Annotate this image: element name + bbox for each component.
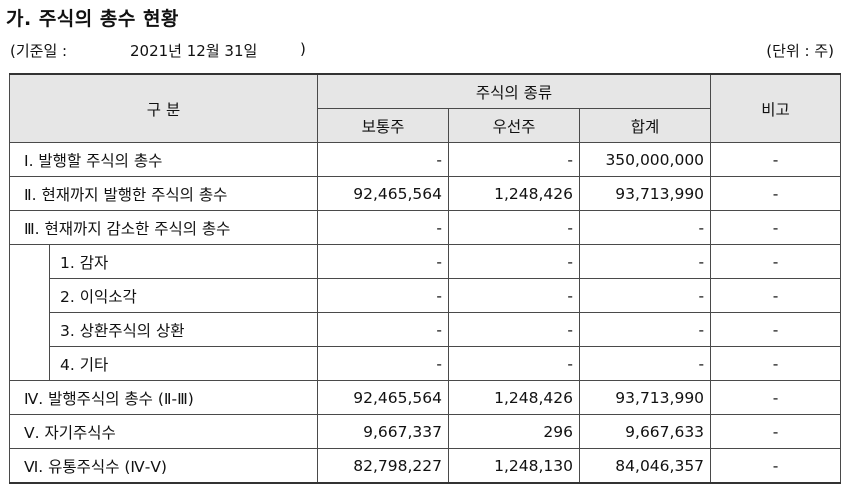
cell-preferred: - [448,142,581,177]
cell-remarks: - [710,142,842,177]
table-row: 1. 감자 - - - - [9,244,842,381]
row-label: 4. 기타 [48,346,319,381]
cell-remarks: - [710,244,842,279]
cell-common: 82,798,227 [317,448,450,484]
cell-preferred: 1,248,426 [448,176,581,211]
cell-preferred: 296 [448,414,581,449]
cell-total: 350,000,000 [579,142,712,177]
cell-total: - [579,346,712,381]
base-date-label: (기준일 : [10,42,68,60]
row-label: 1. 감자 [48,244,319,279]
row-label: Ⅵ. 유통주식수 (Ⅳ-Ⅴ) [8,448,319,484]
row-label: 2. 이익소각 [48,278,319,313]
cell-total: - [579,244,712,279]
table-row: Ⅵ. 유통주식수 (Ⅳ-Ⅴ) 82,798,227 1,248,130 84,0… [8,448,842,484]
table-row: Ⅴ. 자기주식수 9,667,337 296 9,667,633 - [8,414,842,449]
cell-total: - [579,278,712,313]
cell-total: - [579,210,712,245]
cell-remarks: - [710,176,842,211]
cell-preferred: 1,248,130 [448,448,581,484]
cell-common: - [317,312,450,347]
row-label: 3. 상환주식의 상환 [48,312,319,347]
cell-preferred: 1,248,426 [448,380,581,415]
meta-row: (기준일 : 2021년 12월 31일 ) (단위 : 주) [0,40,858,62]
cell-total: 93,713,990 [579,380,712,415]
cell-common: - [317,210,450,245]
cell-preferred: - [448,278,581,313]
sub-indent-cell [9,244,50,381]
cell-remarks: - [710,380,842,415]
table-row: Ⅱ. 현재까지 발행한 주식의 총수 92,465,564 1,248,426 … [8,176,842,211]
cell-common: 92,465,564 [317,380,450,415]
cell-common: - [317,142,450,177]
cell-total: 84,046,357 [579,448,712,484]
row-label: Ⅳ. 발행주식의 총수 (Ⅱ-Ⅲ) [8,380,319,415]
table-row: 3. 상환주식의 상환 - - - - [10,312,842,347]
cell-preferred: - [448,244,581,279]
table-row: 4. 기타 - - - - [10,346,842,381]
cell-common: 92,465,564 [317,176,450,211]
cell-common: - [317,346,450,381]
header-remarks: 비고 [710,73,842,143]
table-row: Ⅲ. 현재까지 감소한 주식의 총수 - - - - [8,210,842,245]
cell-preferred: - [448,312,581,347]
cell-preferred: - [448,346,581,381]
row-label: Ⅲ. 현재까지 감소한 주식의 총수 [8,210,319,245]
row-label: Ⅱ. 현재까지 발행한 주식의 총수 [8,176,319,211]
cell-remarks: - [710,346,842,381]
header-common: 보통주 [317,108,450,143]
cell-remarks: - [710,312,842,347]
unit-label: (단위 : 주) [766,42,834,60]
cell-remarks: - [710,278,842,313]
row-label: Ⅰ. 발행할 주식의 총수 [8,142,319,177]
cell-remarks: - [710,210,842,245]
table-row: 2. 이익소각 - - - - [10,278,842,313]
base-date-close: ) [300,40,306,58]
cell-preferred: - [448,210,581,245]
cell-remarks: - [710,448,842,484]
cell-common: - [317,244,450,279]
section-title: 가. 주식의 총수 현황 [6,8,179,30]
table-row: Ⅳ. 발행주식의 총수 (Ⅱ-Ⅲ) 92,465,564 1,248,426 9… [8,380,842,415]
cell-common: - [317,278,450,313]
cell-total: 93,713,990 [579,176,712,211]
row-label: Ⅴ. 자기주식수 [8,414,319,449]
cell-total: 9,667,633 [579,414,712,449]
header-stock-types: 주식의 종류 [317,73,712,109]
cell-total: - [579,312,712,347]
header-preferred: 우선주 [448,108,581,143]
header-category: 구 분 [8,73,319,143]
cell-common: 9,667,337 [317,414,450,449]
stock-count-table: 구 분 주식의 종류 비고 보통주 우선주 합계 Ⅰ. 발행할 주식의 총수 -… [8,73,842,484]
header-total: 합계 [579,108,712,143]
table-row: Ⅰ. 발행할 주식의 총수 - - 350,000,000 - [8,142,842,177]
base-date-value: 2021년 12월 31일 [130,42,258,60]
cell-remarks: - [710,414,842,449]
